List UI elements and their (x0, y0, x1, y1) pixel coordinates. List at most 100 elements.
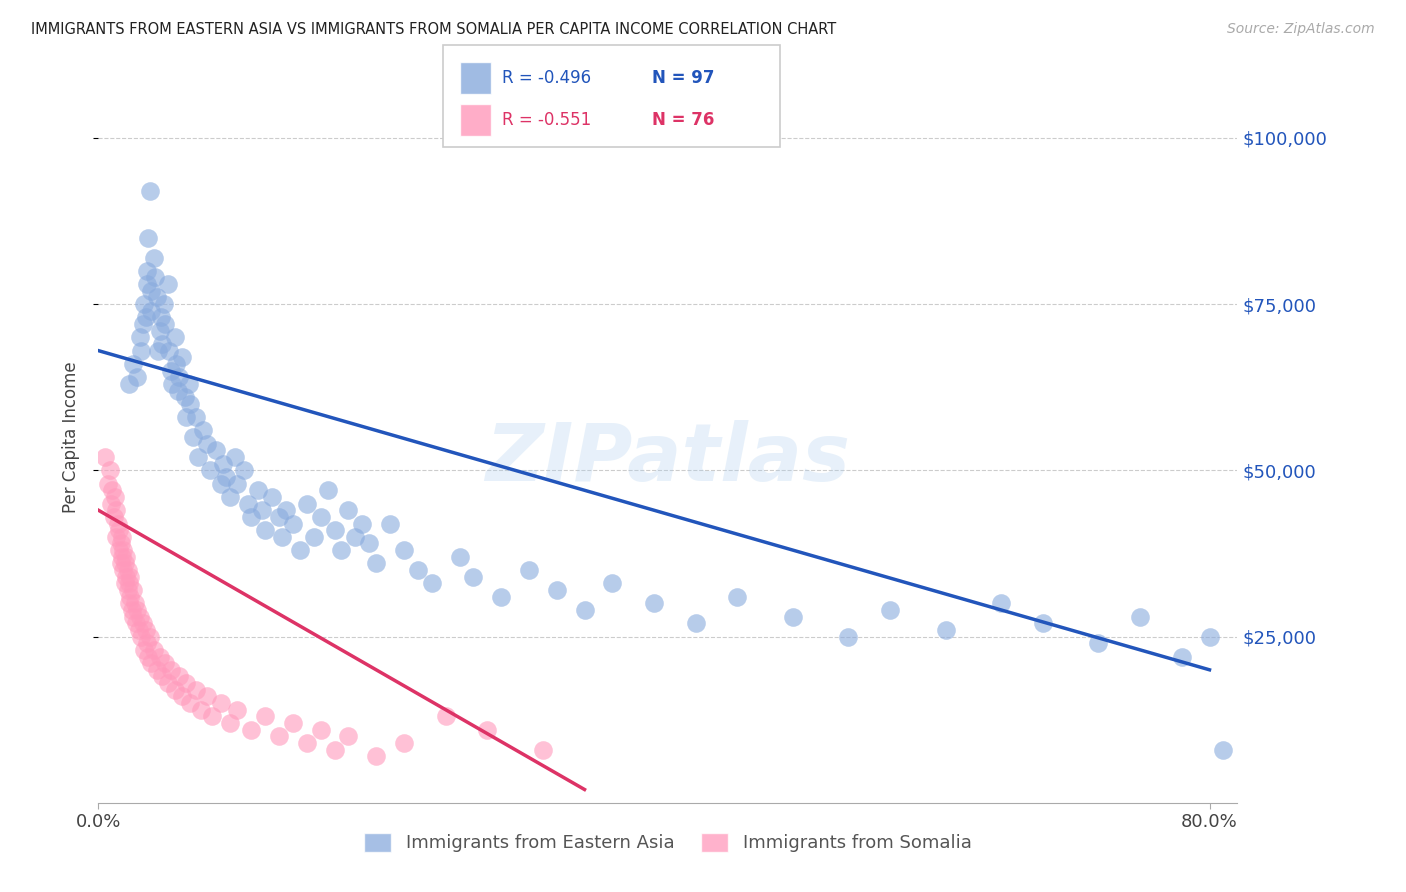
Point (359, 536, 381, 550)
Point (150, 669, 173, 683)
Point (145, 290, 167, 304)
Point (352, 516, 374, 531)
Point (127, 370, 149, 384)
Point (531, 742, 554, 756)
Point (190, 703, 212, 717)
Point (150, 337, 173, 351)
Point (837, 630, 859, 644)
Point (136, 264, 159, 278)
Point (160, 376, 183, 391)
Point (517, 563, 540, 577)
Point (219, 716, 242, 731)
Point (879, 603, 901, 617)
Point (191, 424, 214, 438)
Point (127, 603, 149, 617)
Point (174, 410, 197, 425)
Point (184, 682, 207, 697)
Point (111, 549, 134, 564)
Point (309, 509, 332, 524)
Point (105, 503, 128, 517)
Point (112, 563, 135, 577)
Point (110, 536, 132, 550)
Point (111, 530, 134, 544)
Point (267, 509, 290, 524)
Point (122, 582, 145, 597)
Point (141, 284, 163, 298)
Point (344, 530, 367, 544)
Point (167, 370, 190, 384)
Point (247, 483, 270, 498)
Point (139, 630, 162, 644)
Point (209, 476, 232, 491)
Point (125, 616, 148, 631)
Point (574, 603, 596, 617)
Point (252, 503, 274, 517)
Point (177, 376, 200, 391)
Point (157, 343, 180, 358)
Point (170, 690, 193, 704)
Point (117, 563, 139, 577)
Point (134, 643, 156, 657)
Point (685, 616, 707, 631)
Point (166, 384, 188, 398)
Point (254, 709, 277, 723)
Point (122, 357, 145, 371)
Point (128, 623, 150, 637)
Point (115, 570, 138, 584)
Point (224, 450, 246, 464)
Point (600, 576, 623, 591)
Point (219, 490, 242, 504)
Point (136, 636, 159, 650)
Point (149, 310, 172, 325)
Point (139, 184, 162, 198)
Point (163, 330, 186, 344)
Point (132, 317, 155, 331)
Point (141, 656, 163, 670)
Point (209, 696, 232, 710)
Point (179, 696, 201, 710)
Point (104, 490, 127, 504)
Point (198, 463, 221, 477)
Point (935, 623, 957, 637)
Point (117, 582, 139, 597)
Point (378, 516, 401, 531)
Point (181, 430, 204, 444)
Point (153, 317, 176, 331)
Point (392, 543, 415, 558)
Point (302, 530, 325, 544)
Point (143, 643, 166, 657)
Point (131, 343, 153, 358)
Point (233, 463, 256, 477)
Point (316, 483, 339, 498)
Point (103, 509, 125, 524)
Point (115, 549, 138, 564)
Point (163, 682, 186, 697)
Point (240, 723, 263, 737)
Point (94, 450, 117, 464)
Point (1212, 742, 1234, 756)
Point (1198, 630, 1220, 644)
Point (420, 576, 443, 591)
Point (167, 669, 190, 683)
Point (392, 736, 415, 750)
Point (309, 723, 332, 737)
Point (100, 497, 122, 511)
Point (990, 596, 1012, 610)
Point (226, 476, 249, 491)
Point (215, 470, 238, 484)
Point (463, 570, 485, 584)
Point (156, 277, 179, 292)
Point (159, 663, 181, 677)
Point (135, 310, 157, 325)
Point (170, 351, 193, 365)
Point (295, 736, 318, 750)
Point (195, 436, 218, 450)
Point (184, 410, 207, 425)
Point (135, 623, 157, 637)
Point (173, 390, 195, 404)
Point (114, 576, 136, 591)
Point (97, 476, 120, 491)
Point (240, 509, 263, 524)
Point (366, 749, 388, 764)
Point (120, 590, 142, 604)
